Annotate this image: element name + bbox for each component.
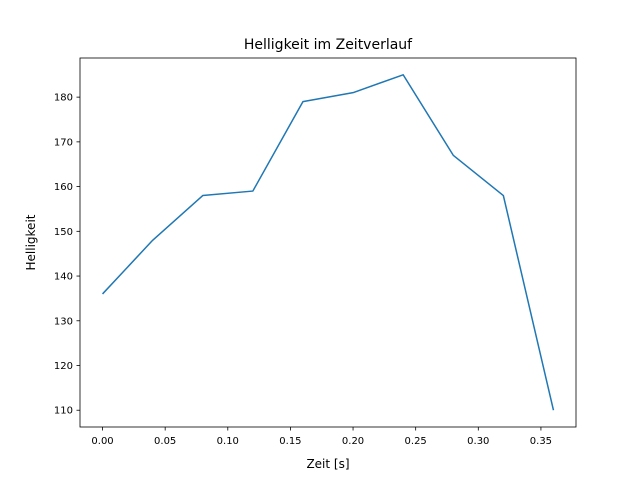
- y-tick-label: 180: [54, 93, 73, 104]
- y-tick-label: 110: [54, 406, 73, 417]
- x-axis-label: Zeit [s]: [306, 457, 349, 471]
- y-axis-label: Helligkeit: [24, 214, 38, 270]
- y-tick-label: 120: [54, 361, 73, 372]
- series-line-helligkeit: [103, 75, 554, 410]
- x-tick-label: 0.30: [467, 436, 489, 447]
- y-tick-label: 150: [54, 227, 73, 238]
- y-tick-label: 170: [54, 137, 73, 148]
- x-tick-label: 0.35: [530, 436, 552, 447]
- x-tick-label: 0.25: [405, 436, 427, 447]
- x-tick-label: 0.10: [217, 436, 239, 447]
- y-tick-label: 160: [54, 182, 73, 193]
- chart-title: Helligkeit im Zeitverlauf: [244, 37, 413, 53]
- plot-area: [80, 58, 576, 427]
- data-points: [102, 75, 553, 411]
- x-tick-label: 0.20: [342, 436, 364, 447]
- y-tick-label: 130: [54, 316, 73, 327]
- x-tick-label: 0.05: [154, 436, 176, 447]
- y-tick-label: 140: [54, 272, 73, 283]
- x-tick-label: 0.00: [91, 436, 113, 447]
- y-axis-ticks: 110 120 130 140 150 160 170 180: [54, 93, 80, 417]
- x-tick-label: 0.15: [279, 436, 301, 447]
- x-axis-ticks: 0.00 0.05 0.10 0.15 0.20 0.25 0.30 0.35: [91, 427, 552, 447]
